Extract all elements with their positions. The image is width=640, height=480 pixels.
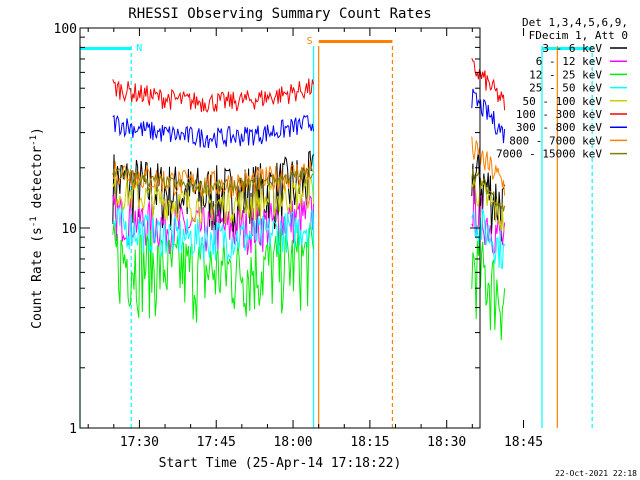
x-tick-label: 18:45 [504,435,543,450]
y-axis-label: Count Rate (s-1 detector-1) [29,127,45,329]
x-tick-label: 18:30 [427,435,466,450]
series-line-8 [112,166,314,194]
legend-label: 12 - 25 keV [529,68,602,81]
series-line-0 [471,152,506,242]
y-tick-label: 10 [61,222,77,237]
legend-label: 100 - 300 keV [516,108,602,121]
x-tick-label: 18:15 [350,435,389,450]
legend-label: 7000 - 15000 keV [496,148,602,161]
legend-label: 300 - 800 keV [516,121,602,134]
series-line-4 [471,178,506,231]
chart-title: RHESSI Observing Summary Count Rates [128,6,431,22]
series-line-3 [112,206,314,262]
legend-label: 3 - 6 keV [542,42,602,55]
legend-label: 800 - 7000 keV [509,134,602,147]
legend-label: 25 - 50 keV [529,82,602,95]
series-line-7 [471,136,506,196]
series-line-3 [471,208,506,270]
legend-label: 6 - 12 keV [536,55,603,68]
legend-header-line-2: FDecim 1, Att 0 [529,29,628,42]
x-axis-label: Start Time (25-Apr-14 17:18:22) [159,456,402,471]
generation-timestamp: 22-Oct-2021 22:18 [555,469,637,478]
series-line-5 [112,78,314,113]
legend-header-line-1: Det 1,3,4,5,6,9, [522,16,628,29]
x-tick-label: 17:30 [120,435,159,450]
y-tick-label: 100 [54,22,77,37]
series-line-2 [112,222,314,323]
x-tick-label: 18:00 [273,435,312,450]
x-tick-label: 17:45 [197,435,236,450]
series-line-2 [471,236,506,341]
series-line-4 [112,175,314,225]
series-line-0 [112,150,314,238]
series-line-8 [471,168,506,212]
y-tick-label: 1 [69,422,77,437]
series-line-6 [471,88,506,144]
legend-label: 50 - 100 keV [523,95,603,108]
series-line-6 [112,114,314,149]
flag-label-s: S [307,36,313,47]
flag-label-n: N [136,43,142,54]
